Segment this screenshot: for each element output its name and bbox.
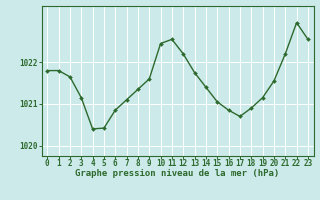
X-axis label: Graphe pression niveau de la mer (hPa): Graphe pression niveau de la mer (hPa) [76, 169, 280, 178]
